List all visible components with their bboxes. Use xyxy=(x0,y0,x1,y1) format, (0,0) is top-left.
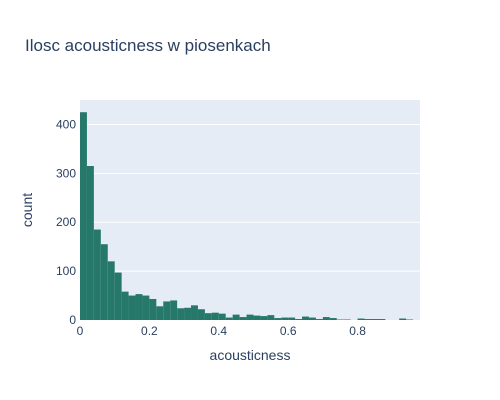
histogram-bar xyxy=(197,309,205,320)
histogram-bar xyxy=(302,316,309,320)
histogram-bar xyxy=(371,319,379,320)
histogram-bar xyxy=(364,319,372,320)
histogram-bar xyxy=(149,298,157,320)
y-tick-label: 400 xyxy=(56,117,76,131)
histogram-bar xyxy=(246,314,254,320)
y-tick-label: 300 xyxy=(56,166,76,180)
x-tick-labels: 0 0.2 0.4 0.6 0.8 xyxy=(77,324,367,338)
y-tick-label: 200 xyxy=(56,215,76,229)
histogram-bar xyxy=(232,314,240,320)
histogram-bar xyxy=(308,317,316,320)
histogram-bar xyxy=(204,313,212,320)
histogram-bar xyxy=(100,244,108,320)
histogram-bar xyxy=(281,317,289,320)
histogram-bar xyxy=(295,319,303,320)
histogram-bar xyxy=(274,318,282,320)
histogram-bar xyxy=(142,295,150,320)
y-tick-label: 0 xyxy=(69,313,76,327)
histogram-bar xyxy=(107,261,115,320)
histogram-bar xyxy=(357,318,365,320)
histogram-bar xyxy=(211,312,219,320)
histogram-bar xyxy=(225,317,233,320)
gridlines xyxy=(80,123,420,272)
histogram-bar xyxy=(322,317,330,320)
y-axis-title: count xyxy=(19,193,35,227)
x-tick-label: 0.2 xyxy=(141,324,158,338)
histogram-bar xyxy=(121,291,129,320)
histogram-bar xyxy=(93,229,101,320)
chart-title: Ilosc acousticness w piosenkach xyxy=(25,36,271,55)
histogram-bar xyxy=(315,319,323,320)
histogram-bar xyxy=(86,166,94,320)
y-tick-labels: 0 100 200 300 400 xyxy=(56,117,76,327)
bars xyxy=(80,112,414,320)
histogram-bar xyxy=(260,316,268,320)
x-tick-label: 0.8 xyxy=(349,324,366,338)
histogram-bar xyxy=(399,318,407,320)
plot-area xyxy=(80,100,420,320)
x-axis-title: acousticness xyxy=(210,347,291,363)
histogram-bar xyxy=(191,305,198,320)
x-tick-label: 0.6 xyxy=(280,324,297,338)
histogram-bar xyxy=(177,308,185,320)
histogram-bar xyxy=(128,295,136,320)
x-tick-label: 0.4 xyxy=(210,324,227,338)
histogram-bar xyxy=(218,313,226,320)
histogram-bar xyxy=(288,317,296,320)
histogram-bar xyxy=(170,300,178,320)
histogram-bar xyxy=(253,315,261,320)
histogram-bar xyxy=(135,294,143,320)
histogram-bar xyxy=(114,272,122,320)
histogram-bar xyxy=(156,306,164,320)
histogram-bar xyxy=(184,307,192,320)
y-tick-label: 100 xyxy=(56,264,76,278)
x-tick-label: 0 xyxy=(77,324,84,338)
histogram-bar xyxy=(239,317,247,320)
histogram-bar xyxy=(80,112,87,320)
histogram-bar xyxy=(267,315,275,320)
histogram-bar xyxy=(163,301,171,320)
histogram-bar xyxy=(329,318,337,320)
histogram-bar xyxy=(378,319,386,320)
